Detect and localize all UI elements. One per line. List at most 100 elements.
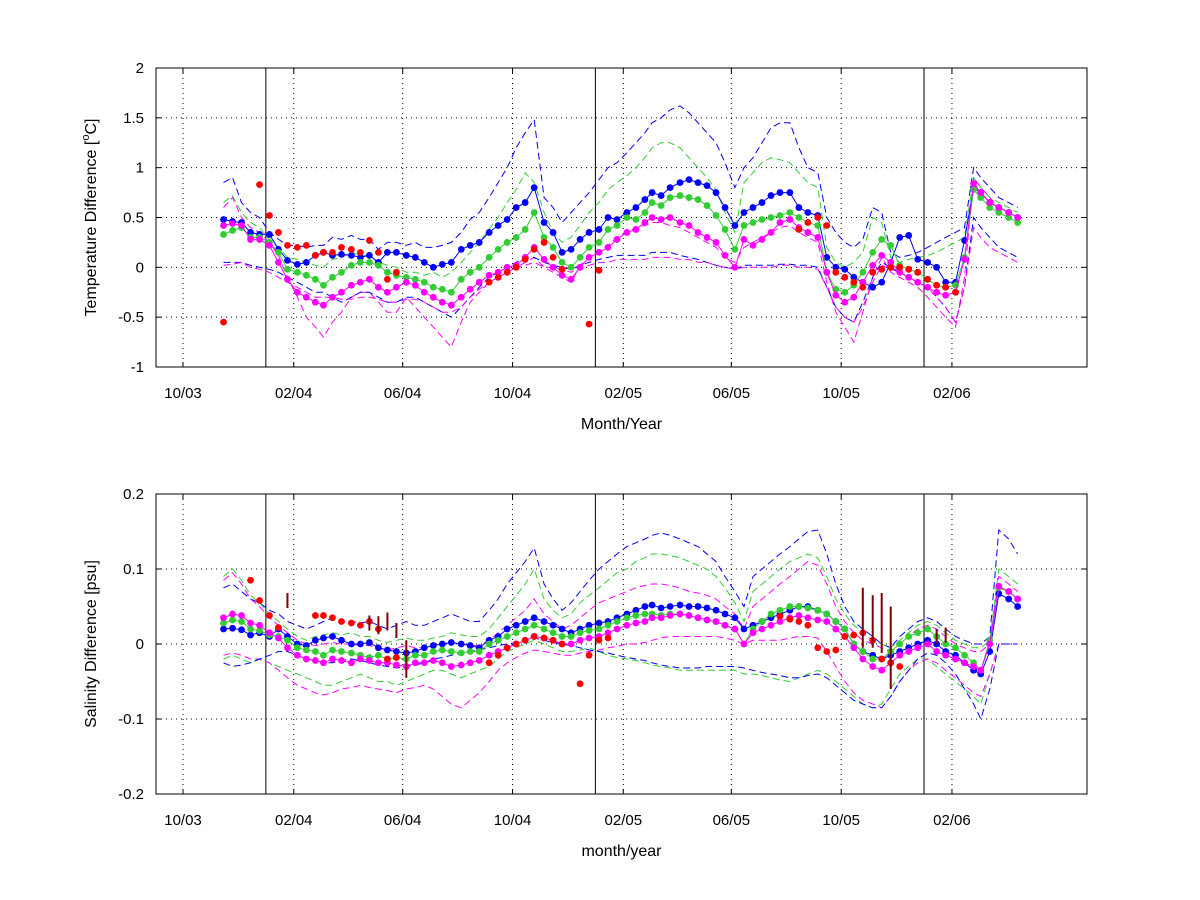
data-point — [393, 268, 400, 276]
data-point — [293, 651, 301, 659]
x-tick-label: 06/04 — [384, 812, 422, 829]
series-line — [223, 179, 1018, 288]
data-point — [685, 222, 693, 229]
series-envelope-line — [223, 639, 1018, 709]
data-point — [429, 642, 437, 649]
data-point — [374, 644, 382, 652]
data-point — [429, 263, 437, 271]
data-point — [648, 189, 656, 196]
data-point — [494, 268, 502, 276]
data-point — [721, 621, 729, 629]
data-point — [585, 229, 593, 236]
data-point — [740, 209, 748, 216]
data-point — [776, 612, 784, 620]
data-point — [657, 202, 665, 209]
data-point — [411, 659, 419, 667]
data-point — [786, 603, 794, 610]
data-point — [758, 625, 766, 633]
data-point — [466, 268, 474, 276]
data-point — [512, 263, 520, 271]
data-point — [924, 640, 932, 648]
data-point — [329, 646, 336, 654]
data-point — [320, 659, 327, 667]
data-point — [457, 293, 465, 301]
data-point — [666, 194, 674, 201]
data-point — [942, 278, 950, 286]
data-point — [657, 192, 665, 199]
y-axis-title: Salinity Difference [psu] — [83, 560, 100, 728]
data-point — [220, 619, 227, 627]
data-point — [374, 248, 382, 256]
data-point — [576, 636, 584, 644]
data-point — [383, 268, 391, 276]
data-point — [869, 268, 877, 276]
data-point — [329, 248, 336, 256]
data-point — [558, 258, 566, 266]
data-point — [878, 278, 886, 286]
data-point — [466, 659, 474, 667]
data-point — [869, 655, 877, 663]
data-point — [859, 268, 867, 276]
data-point — [229, 616, 236, 624]
data-point — [970, 180, 977, 188]
x-tick-label: 10/03 — [164, 812, 202, 829]
data-point — [776, 606, 784, 614]
data-point — [841, 298, 849, 306]
data-point — [823, 618, 831, 625]
data-point — [657, 604, 665, 612]
data-point — [841, 633, 849, 640]
data-point — [447, 663, 455, 670]
data-point — [694, 603, 702, 610]
data-point — [641, 603, 649, 610]
data-point — [859, 648, 867, 655]
data-point — [356, 621, 364, 629]
data-point — [995, 209, 1003, 216]
data-point — [703, 202, 711, 209]
data-point — [293, 244, 301, 251]
data-point — [676, 179, 684, 187]
data-point — [320, 634, 327, 642]
data-point — [758, 216, 766, 223]
data-point — [540, 625, 548, 633]
data-point — [823, 253, 831, 261]
data-point — [933, 288, 941, 296]
data-point — [804, 219, 812, 226]
data-point — [247, 619, 254, 627]
data-point — [549, 636, 557, 644]
data-point — [721, 251, 729, 259]
data-point — [393, 248, 400, 256]
data-point — [767, 229, 775, 236]
data-point — [558, 271, 566, 279]
y-axis-title-unit: C] — [83, 119, 100, 135]
data-point — [549, 253, 557, 261]
y-tick-label: -0.2 — [118, 786, 144, 803]
data-point — [485, 253, 493, 261]
data-point — [411, 253, 419, 261]
data-point — [767, 610, 775, 618]
data-point — [814, 606, 822, 614]
data-point — [749, 629, 757, 637]
data-point — [365, 275, 373, 283]
data-point — [986, 204, 994, 211]
data-point — [731, 263, 739, 271]
data-point — [914, 278, 922, 286]
data-point — [438, 659, 446, 667]
data-point — [749, 219, 757, 226]
data-point — [256, 621, 263, 629]
data-point — [1005, 595, 1013, 603]
data-point — [585, 244, 593, 251]
data-point — [311, 657, 319, 664]
x-tick-label: 02/04 — [275, 812, 313, 829]
data-point — [293, 260, 301, 268]
data-point — [402, 251, 410, 259]
data-point — [540, 618, 548, 625]
data-point — [485, 278, 493, 286]
data-point — [293, 644, 301, 652]
data-point — [914, 268, 922, 276]
data-point — [549, 629, 557, 637]
data-point — [648, 601, 656, 609]
data-point — [749, 204, 757, 211]
x-tick-label: 02/04 — [275, 385, 313, 402]
y-tick-label: 0 — [136, 636, 144, 653]
data-point — [585, 651, 593, 659]
